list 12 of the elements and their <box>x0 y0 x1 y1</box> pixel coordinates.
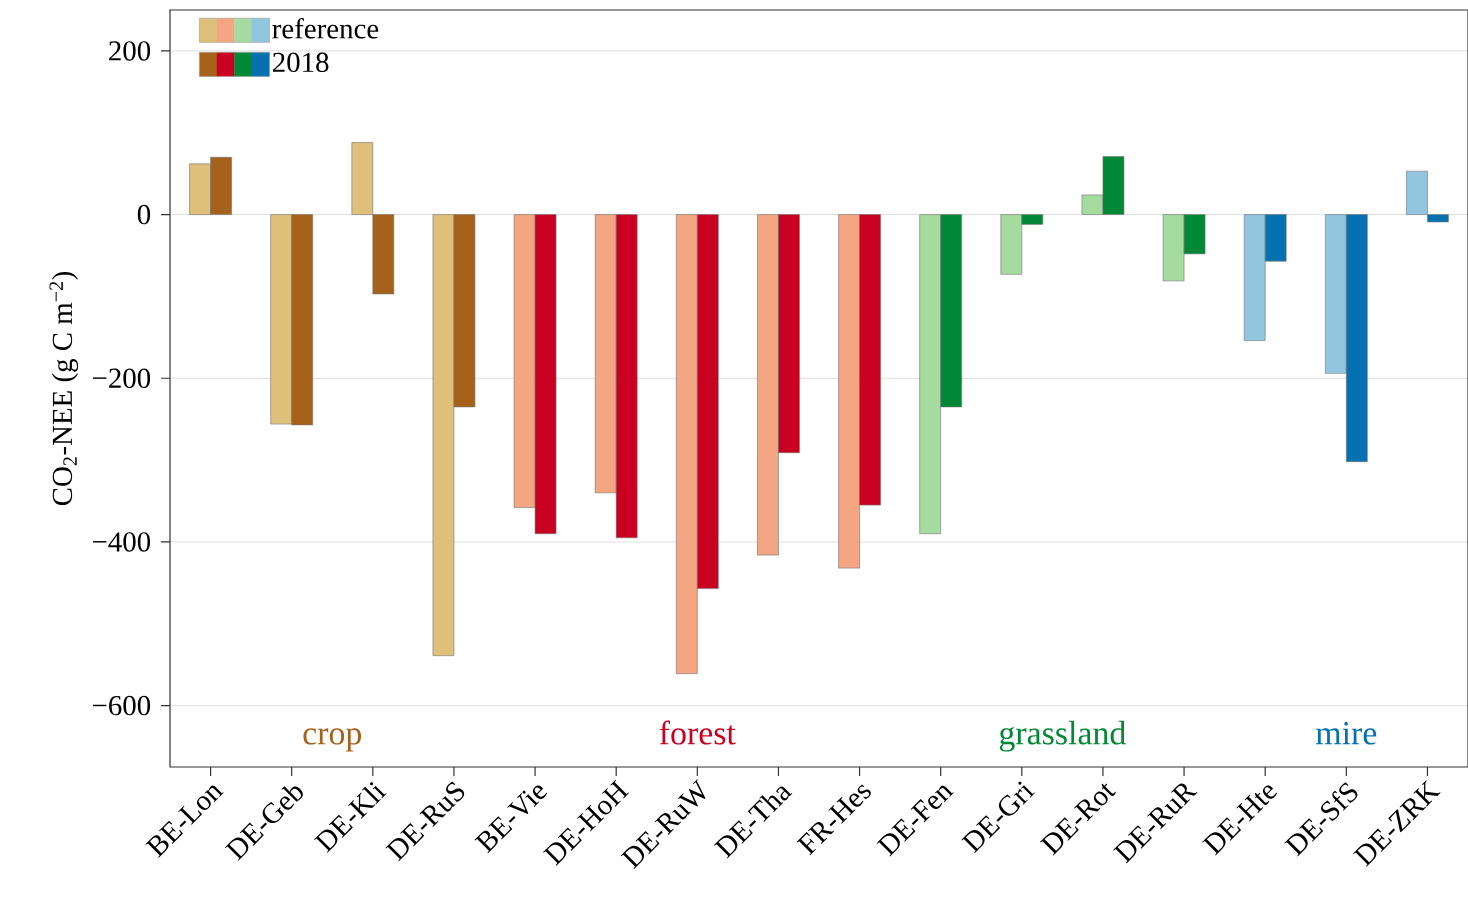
legend-label: reference <box>272 17 379 39</box>
legend-label: 2018 <box>273 52 329 73</box>
y-tick-label: −200 <box>92 368 151 388</box>
y-tick-label: −400 <box>92 532 151 552</box>
y-tick-label: 200 <box>109 41 151 61</box>
y-axis-title: CO$_{2}$-NEE (g C m$^{−2}$) <box>49 271 79 506</box>
annotation: grassland <box>999 720 1126 752</box>
annotation: crop <box>303 728 362 752</box>
y-tick-label: 0 <box>137 204 151 225</box>
y-tick-label: −600 <box>92 695 151 716</box>
annotation: forest <box>659 720 736 745</box>
annotation: mire <box>1316 721 1377 745</box>
